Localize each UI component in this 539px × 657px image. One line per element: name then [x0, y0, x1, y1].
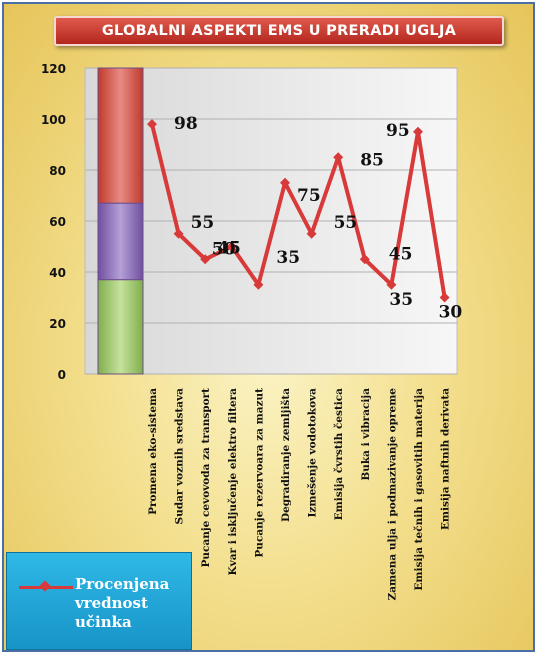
- y-axis-ticks: 0 20 40 60 80 100 120: [41, 62, 66, 382]
- data-point-marker: [280, 177, 290, 188]
- data-point-marker: [333, 152, 344, 163]
- data-point-marker: [386, 279, 397, 290]
- chart-title: GLOBALNI ASPEKTI EMS U PRERADI UGLJA: [54, 16, 504, 46]
- data-label: 95: [386, 121, 410, 141]
- band-segment: [97, 279, 144, 375]
- data-point-marker: [147, 119, 157, 130]
- data-label: 30: [439, 303, 463, 323]
- band-segment: [97, 67, 144, 204]
- data-point-marker: [413, 126, 423, 137]
- data-label: 35: [276, 248, 300, 268]
- x-tick-label: Kvar i isključenje elektro filtera: [226, 388, 239, 576]
- data-label: 45: [217, 238, 241, 258]
- data-point-marker: [439, 292, 450, 303]
- y-tick-label: 40: [49, 266, 66, 280]
- data-point-marker: [226, 241, 237, 252]
- y-tick-label: 60: [49, 215, 66, 229]
- legend-diamond-marker-icon: [39, 580, 51, 592]
- x-tick-label: Izmešenje vodotokova: [307, 388, 319, 518]
- x-tick-label: Degradiranje zemljišta: [280, 388, 292, 522]
- stacked-bands: [97, 67, 144, 375]
- y-tick-label: 120: [41, 62, 66, 76]
- data-point-marker: [253, 279, 264, 290]
- x-tick-label: Emisija čvrstih čestica: [332, 388, 345, 521]
- band-segment: [97, 202, 144, 281]
- data-point-marker: [306, 228, 317, 239]
- y-tick-label: 20: [49, 317, 66, 331]
- data-label: 85: [360, 150, 384, 170]
- y-tick-label: 0: [58, 368, 66, 382]
- data-label: 35: [389, 290, 413, 310]
- x-axis-ticks: Promena eko-sistema Sudar voznih sredstav…: [147, 388, 452, 601]
- x-tick-label: Emisija naftnih derivata: [440, 388, 452, 530]
- data-point-marker: [200, 254, 211, 265]
- data-label: 75: [297, 186, 321, 206]
- y-tick-label: 100: [41, 113, 66, 127]
- data-label: 50: [212, 240, 236, 260]
- legend: Procenjena vrednost učinka: [6, 552, 192, 650]
- series-polyline: [150, 123, 447, 298]
- y-tick-label: 80: [49, 164, 66, 178]
- series-line: [150, 123, 447, 298]
- series-markers: [147, 119, 450, 303]
- x-tick-label: Zamena ulja i podmazivanje opreme: [386, 388, 398, 601]
- data-point-marker: [359, 254, 370, 265]
- x-tick-label: Promena eko-sistema: [147, 388, 159, 515]
- x-tick-label: Pucanje cevovoda za transport: [200, 388, 212, 568]
- x-tick-label: Sudar voznih sredstava: [174, 388, 186, 525]
- data-label: 55: [191, 213, 215, 233]
- x-tick-label: Buka i vibracija: [360, 388, 372, 481]
- x-tick-label: Emisija tečnih i gasovitih materija: [412, 388, 425, 591]
- legend-label: Procenjena vrednost učinka: [75, 575, 170, 631]
- data-label: 45: [389, 244, 413, 264]
- data-point-marker: [173, 228, 184, 239]
- data-label: 55: [334, 213, 358, 233]
- x-tick-label: Pucanje rezervoara za mazut: [253, 388, 265, 558]
- data-label: 98: [174, 114, 198, 134]
